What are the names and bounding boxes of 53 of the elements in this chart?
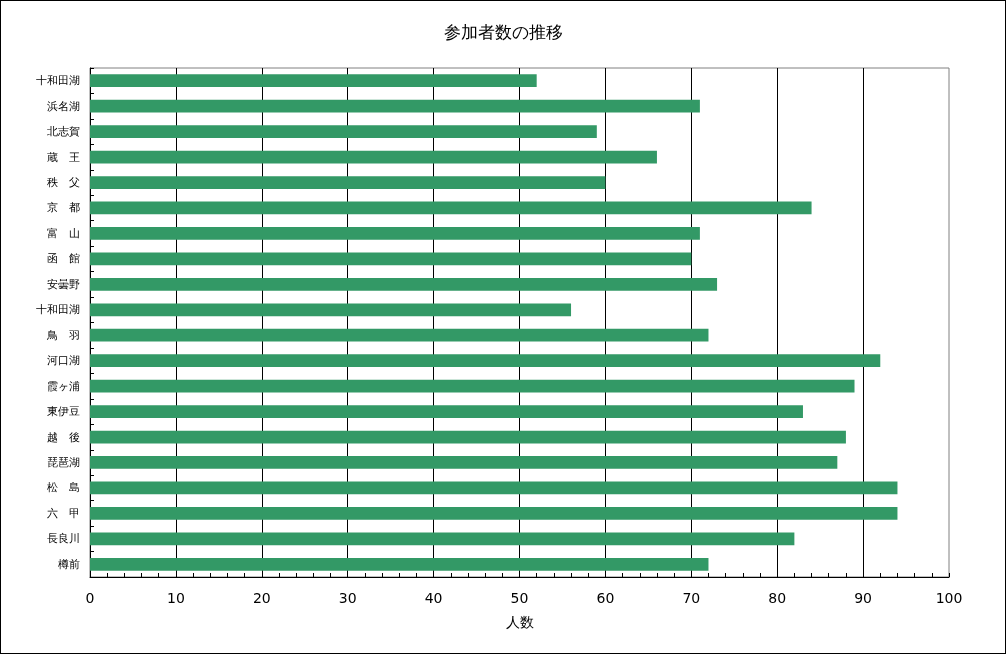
y-tick-label: 越 後 <box>47 430 80 444</box>
y-tick-label: 十和田湖 <box>36 74 80 88</box>
x-tick-label: 20 <box>252 590 271 606</box>
y-tick-label: 東伊豆 <box>47 405 80 419</box>
bar <box>90 201 812 215</box>
bar <box>90 74 537 88</box>
x-tick-label: 90 <box>854 590 873 606</box>
bar <box>90 430 846 444</box>
y-tick-label: 松 島 <box>47 481 80 495</box>
bar <box>90 303 572 317</box>
y-tick-label: 秩 父 <box>47 176 80 190</box>
y-tick-label: 函 館 <box>47 252 80 266</box>
bar <box>90 481 898 495</box>
y-tick-label: 富 山 <box>47 226 80 240</box>
x-tick-label: 40 <box>424 590 443 606</box>
bar <box>90 507 898 520</box>
x-tick-label: 100 <box>935 590 963 606</box>
bar <box>90 557 709 571</box>
y-tick-label: 十和田湖 <box>36 303 80 317</box>
bar <box>90 277 718 291</box>
y-tick-label: 鳥 羽 <box>46 328 80 342</box>
y-tick-label: 長良川 <box>47 532 80 546</box>
bar <box>90 405 803 418</box>
x-tick-label: 70 <box>682 590 701 606</box>
x-tick-label: 60 <box>596 590 615 606</box>
y-tick-label: 樽前 <box>58 557 80 571</box>
bar <box>90 125 597 138</box>
bar <box>90 532 795 546</box>
x-tick-label: 80 <box>768 590 787 606</box>
bar <box>90 252 692 266</box>
y-tick-label: 河口湖 <box>47 354 80 368</box>
x-tick-label: 0 <box>85 590 95 606</box>
y-tick-label: 霞ヶ浦 <box>47 379 80 393</box>
y-tick-label: 浜名湖 <box>47 99 80 113</box>
y-tick-label: 京 都 <box>47 201 80 215</box>
bar <box>90 227 700 240</box>
bar <box>90 176 606 189</box>
bar <box>90 456 838 469</box>
chart-title: 参加者数の推移 <box>443 21 563 42</box>
bar <box>90 354 881 368</box>
y-tick-label: 蔵 王 <box>47 150 80 164</box>
bar <box>90 150 657 164</box>
y-tick-label: 六 甲 <box>47 506 80 520</box>
y-tick-label: 安曇野 <box>47 277 80 291</box>
bar <box>90 99 700 113</box>
x-tick-label: 50 <box>510 590 529 606</box>
bar <box>90 328 709 342</box>
bar <box>90 379 855 393</box>
x-tick-label: 10 <box>166 590 185 606</box>
x-tick-label: 30 <box>338 590 357 606</box>
x-axis-title: 人数 <box>505 614 534 630</box>
y-tick-label: 北志賀 <box>47 125 80 139</box>
y-tick-label: 琵琶湖 <box>47 455 80 469</box>
